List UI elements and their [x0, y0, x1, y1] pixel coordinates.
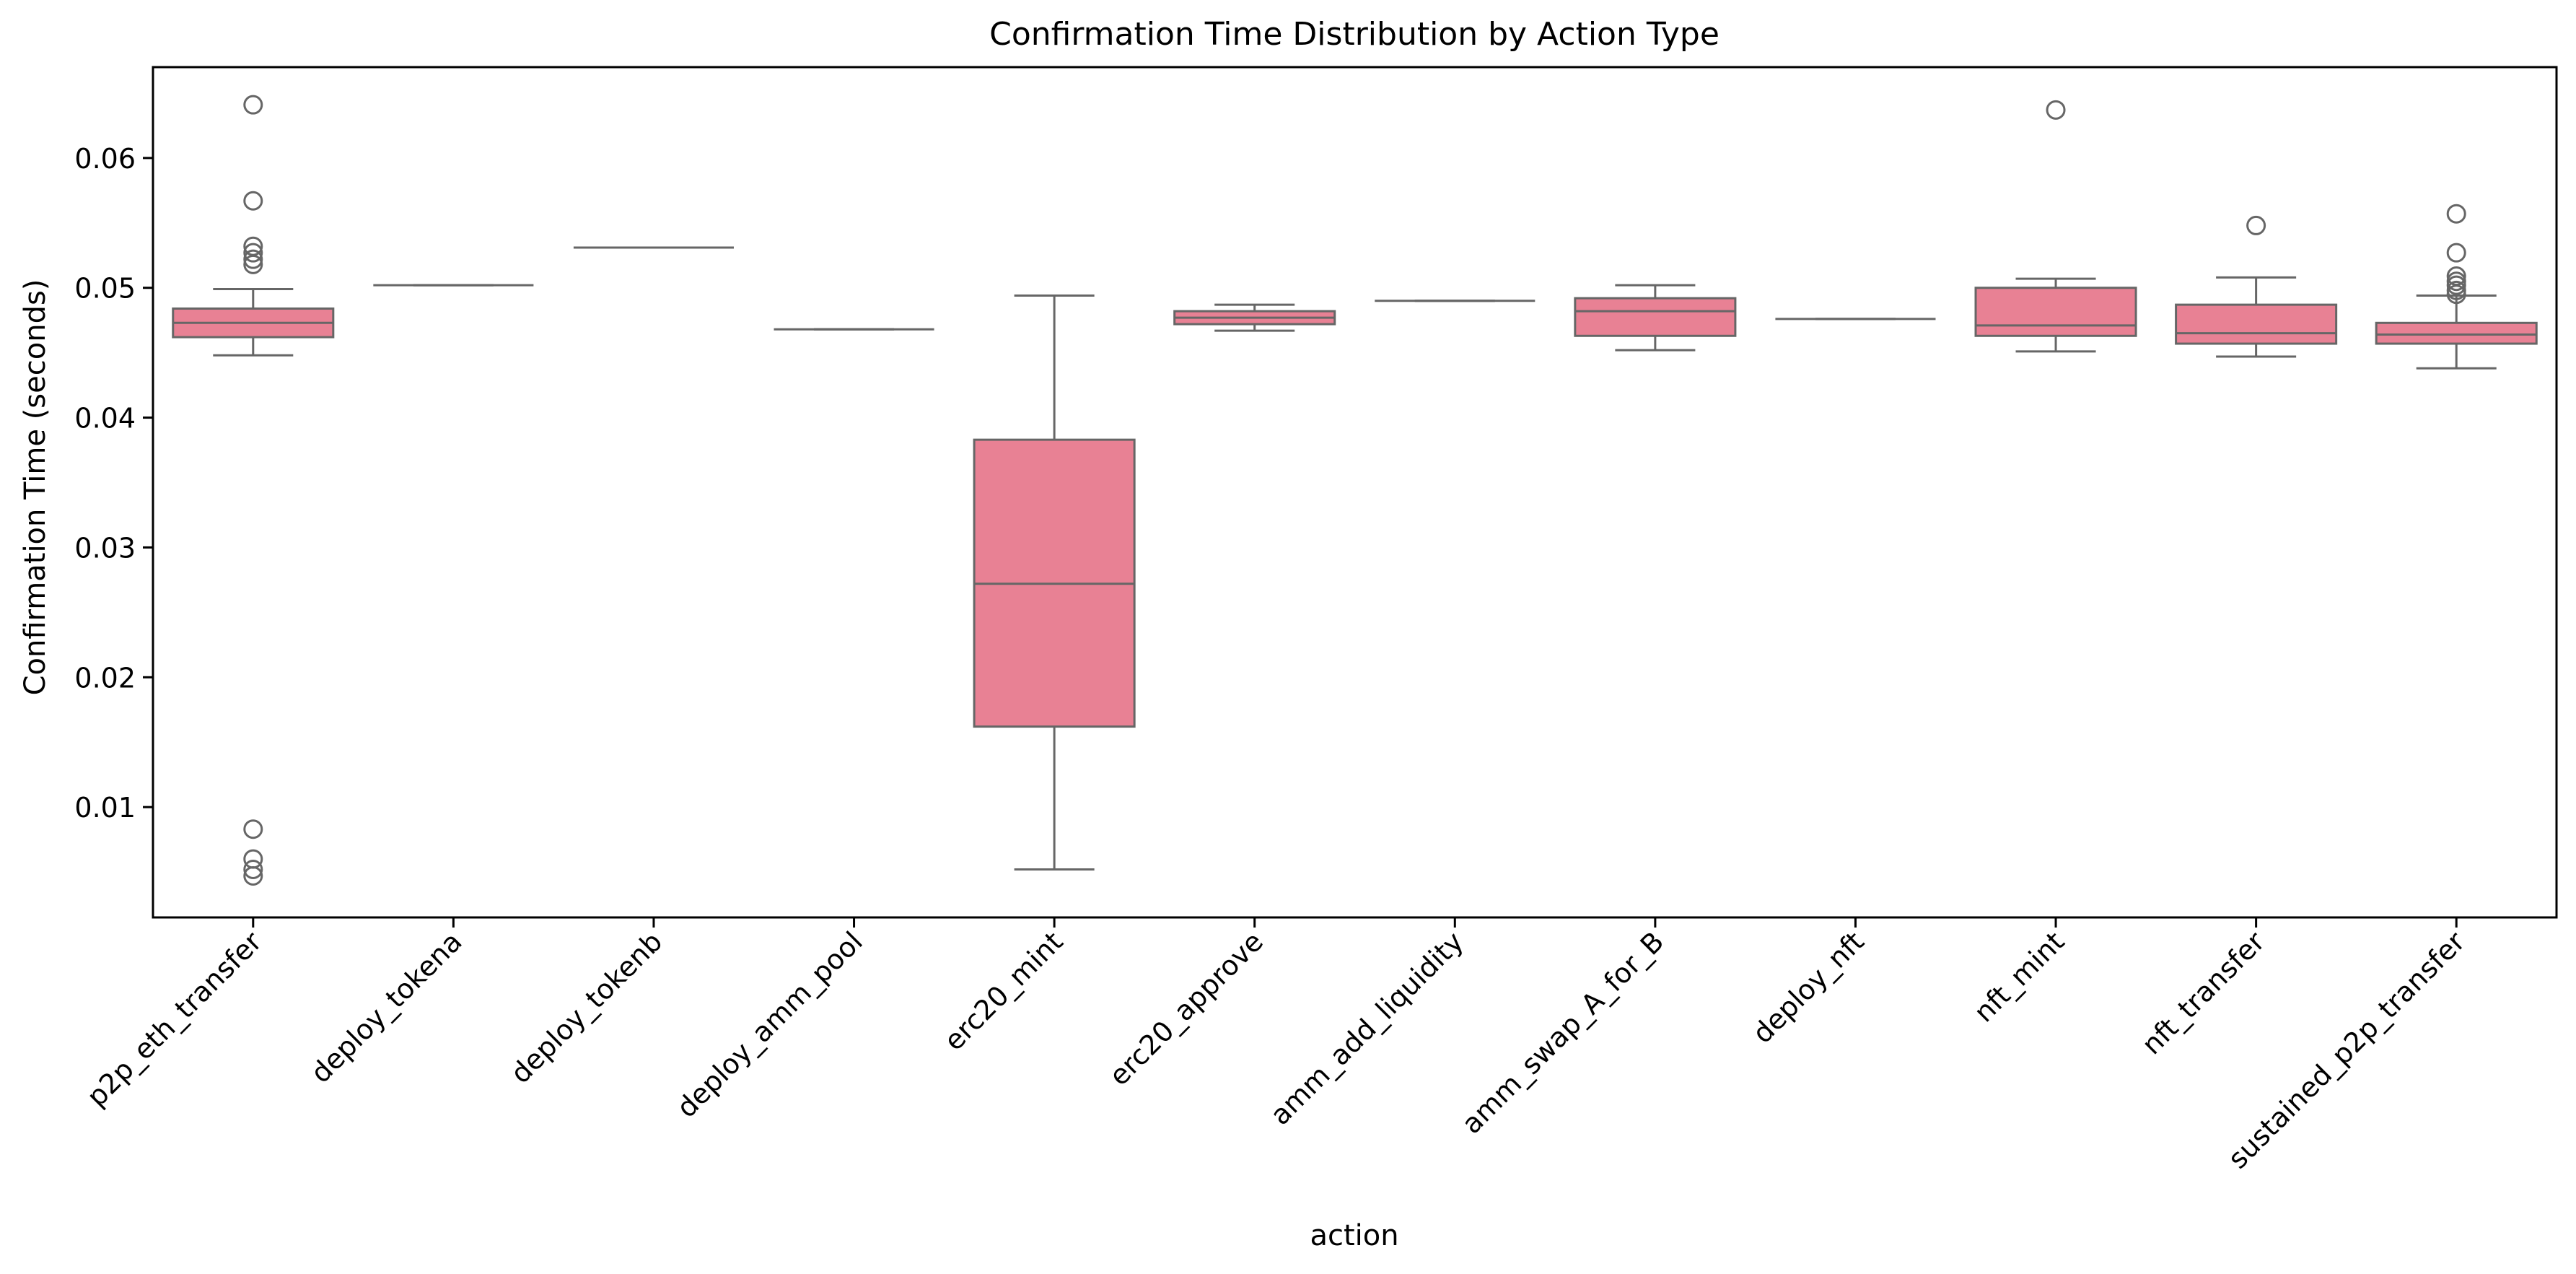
- outlier-point: [2446, 243, 2466, 263]
- y-tick-label: 0.05: [74, 273, 136, 305]
- y-tick-label: 0.06: [74, 143, 136, 175]
- iqr-box: [1574, 297, 1737, 337]
- x-axis: p2p_eth_transfer deploy_tokena deploy_toke…: [81, 917, 2471, 1175]
- x-tick-label: erc20_mint: [938, 925, 1069, 1057]
- box-group-sustained_p2p_transfer: [2375, 204, 2538, 370]
- outlier-point: [2446, 284, 2466, 305]
- x-tick-label: erc20_approve: [1103, 925, 1269, 1091]
- plot-marks: [172, 95, 2538, 886]
- y-axis-label: Confirmation Time (seconds): [19, 279, 52, 696]
- box-group-p2p_eth_transfer: [172, 95, 335, 886]
- outlier-point: [243, 819, 263, 839]
- outlier-point: [243, 254, 263, 274]
- box-group-erc20_approve: [1173, 303, 1336, 332]
- outlier-point: [243, 849, 263, 869]
- box-group-erc20_mint: [973, 294, 1136, 871]
- x-tick-label: nft_transfer: [2136, 925, 2271, 1060]
- x-tick-label: amm_add_liquidity: [1264, 925, 1470, 1131]
- x-tick-label: sustained_p2p_transfer: [2222, 925, 2471, 1175]
- y-tick-label: 0.01: [74, 792, 136, 824]
- x-tick-label: deploy_amm_pool: [670, 925, 869, 1124]
- outlier-point: [243, 243, 263, 263]
- outlier-point: [2446, 204, 2466, 224]
- y-tick-label: 0.03: [74, 532, 136, 564]
- y-axis: 0.01 0.02 0.03 0.04 0.05 0.06: [74, 143, 153, 824]
- x-tick-label: nft_mint: [1968, 925, 2070, 1028]
- outlier-point: [243, 859, 263, 879]
- plot-frame: [152, 66, 2558, 919]
- x-tick-label: amm_swap_A_for_B: [1455, 925, 1670, 1140]
- outlier-point: [243, 865, 263, 886]
- box-group-nft_mint: [1974, 100, 2137, 353]
- outlier-point: [2246, 215, 2266, 235]
- iqr-box: [2375, 321, 2538, 345]
- chart-title: Confirmation Time Distribution by Action…: [989, 16, 1719, 53]
- outlier-point: [243, 191, 263, 211]
- y-tick-label: 0.02: [74, 662, 136, 694]
- outlier-point: [2446, 275, 2466, 295]
- x-tick-label: deploy_tokenb: [504, 925, 668, 1089]
- iqr-box: [1974, 287, 2137, 337]
- x-tick-label: deploy_nft: [1746, 925, 1870, 1050]
- box-group-nft_transfer: [2175, 215, 2338, 358]
- outlier-point: [243, 249, 263, 269]
- y-tick-label: 0.04: [74, 403, 136, 435]
- outlier-point: [243, 95, 263, 115]
- x-axis-label: action: [1310, 1219, 1398, 1252]
- outlier-point: [2046, 100, 2066, 120]
- x-tick-label: deploy_tokena: [305, 925, 468, 1089]
- x-tick-label: p2p_eth_transfer: [81, 925, 268, 1113]
- box-group-amm_swap_A_for_B: [1574, 284, 1737, 352]
- iqr-box: [2175, 303, 2338, 345]
